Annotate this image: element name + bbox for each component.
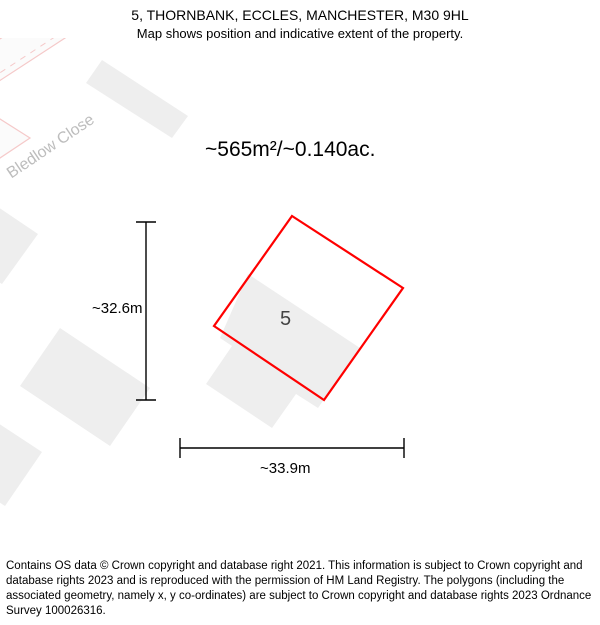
- width-dimension-label: ~33.9m: [260, 460, 310, 477]
- map-svg: [0, 38, 600, 513]
- map-stage: ~565m²/~0.140ac. ~32.6m ~33.9m 5 Bledlow…: [0, 38, 600, 513]
- building-0: [206, 274, 360, 428]
- page-title: 5, THORNBANK, ECCLES, MANCHESTER, M30 9H…: [0, 6, 600, 25]
- area-label: ~565m²/~0.140ac.: [205, 138, 375, 162]
- header: 5, THORNBANK, ECCLES, MANCHESTER, M30 9H…: [0, 0, 600, 42]
- property-number: 5: [280, 308, 291, 331]
- building-1: [20, 328, 150, 446]
- building-3: [86, 60, 188, 138]
- building-4: [0, 168, 38, 284]
- height-dimension-label: ~32.6m: [92, 300, 142, 317]
- copyright-footer: Contains OS data © Crown copyright and d…: [6, 559, 594, 619]
- page: 5, THORNBANK, ECCLES, MANCHESTER, M30 9H…: [0, 0, 600, 625]
- building-2: [0, 398, 42, 506]
